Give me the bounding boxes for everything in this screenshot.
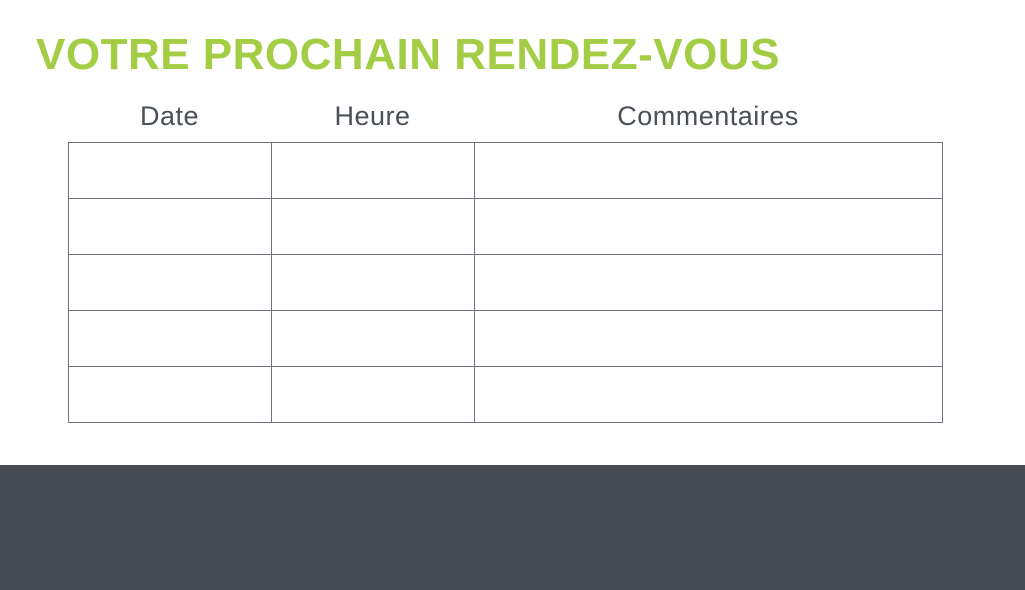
table-cell	[68, 142, 272, 199]
column-header-heure: Heure	[334, 101, 411, 131]
table-row	[68, 142, 943, 199]
table-row	[68, 254, 943, 311]
table-cell	[474, 198, 943, 255]
table-cell	[474, 142, 943, 199]
table-cell	[271, 310, 475, 367]
table-cell	[271, 198, 475, 255]
table-column-headers: Date Heure Commentaires	[68, 98, 942, 138]
table-cell	[68, 366, 272, 423]
table-row	[68, 198, 943, 255]
table-cell	[474, 366, 943, 423]
footer-band	[0, 465, 1025, 590]
column-header-date: Date	[139, 101, 200, 131]
table-cell	[68, 198, 272, 255]
table-row	[68, 366, 943, 423]
table-cell	[68, 254, 272, 311]
appointments-table	[68, 142, 943, 423]
column-header-commentaires: Commentaires	[617, 101, 799, 131]
table-cell	[271, 366, 475, 423]
page-title: VOTRE PROCHAIN RENDEZ-VOUS	[36, 30, 780, 79]
table-cell	[68, 310, 272, 367]
table-cell	[474, 254, 943, 311]
table-cell	[271, 142, 475, 199]
table-cell	[474, 310, 943, 367]
table-row	[68, 310, 943, 367]
table-cell	[271, 254, 475, 311]
